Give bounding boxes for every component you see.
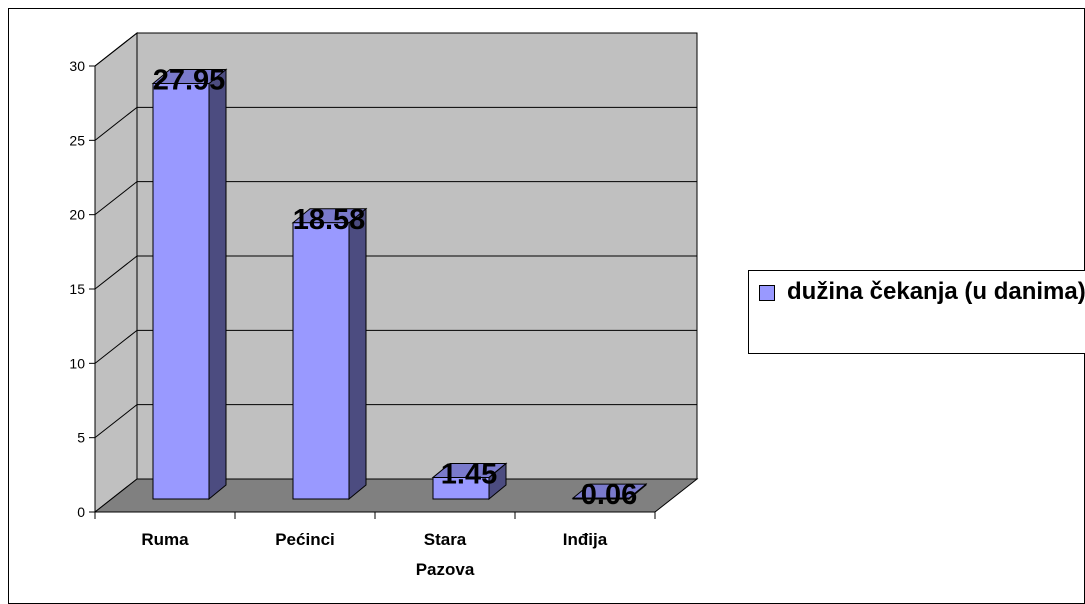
y-tick-label: 25	[69, 132, 85, 148]
legend-label: dužina čekanja (u danima)	[787, 278, 1085, 305]
bar-front	[152, 82, 210, 500]
y-tick-label: 15	[69, 281, 85, 297]
y-tick-label: 20	[69, 207, 85, 223]
data-label: 1.45	[441, 458, 497, 490]
bar	[291, 207, 368, 501]
y-tick-label: 5	[77, 430, 85, 446]
gridline-side	[94, 32, 138, 67]
x-category-label: Ruma	[141, 530, 189, 549]
data-label: 18.58	[293, 204, 366, 236]
x-category-label: Pazova	[416, 560, 475, 579]
data-label: 0.06	[581, 479, 637, 511]
bar-side	[208, 68, 227, 501]
gridline-side	[94, 404, 138, 439]
gridline-side	[94, 106, 138, 141]
y-tick-label: 0	[77, 504, 85, 520]
data-label: 27.95	[153, 64, 226, 96]
bar	[151, 68, 228, 501]
bar-front	[572, 497, 630, 500]
bar-side	[348, 207, 367, 501]
legend-swatch	[759, 285, 775, 301]
x-category-label: Stara	[424, 530, 467, 549]
x-category-label: Pećinci	[275, 530, 335, 549]
gridline-side	[94, 181, 138, 216]
gridline-side	[94, 329, 138, 364]
bar-front	[292, 222, 350, 500]
x-category-label: Inđija	[563, 530, 608, 549]
gridline-side	[94, 255, 138, 290]
y-tick-label: 10	[69, 355, 85, 371]
bar	[571, 483, 648, 501]
y-tick-label: 30	[69, 58, 85, 74]
bar-front	[432, 476, 490, 500]
bar	[431, 462, 508, 501]
legend: dužina čekanja (u danima)	[748, 270, 1085, 354]
